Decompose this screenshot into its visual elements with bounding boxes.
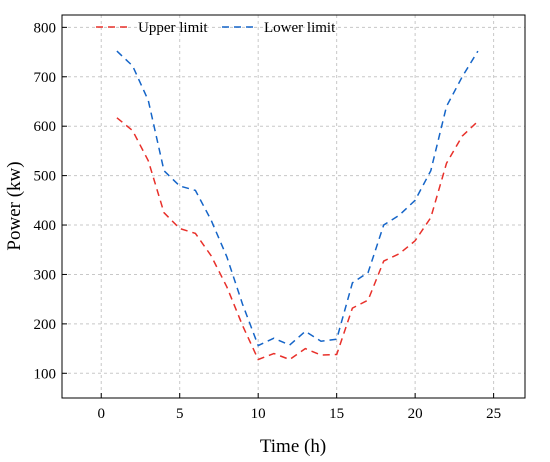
y-tick-label: 300 bbox=[34, 267, 57, 283]
x-axis: 0 5 10 15 20 25 bbox=[97, 393, 501, 422]
y-axis: 100 200 300 400 500 600 700 800 bbox=[34, 20, 67, 382]
y-tick-label: 800 bbox=[34, 20, 57, 36]
y-tick-label: 100 bbox=[34, 366, 57, 382]
grid-lines bbox=[62, 15, 525, 398]
y-axis-title: Power (kw) bbox=[4, 161, 25, 250]
y-tick-label: 600 bbox=[34, 119, 57, 135]
series-line-lower-limit bbox=[116, 50, 479, 347]
y-tick-label: 500 bbox=[34, 169, 57, 185]
y-tick-label: 200 bbox=[34, 317, 57, 333]
x-tick-label: 15 bbox=[329, 406, 344, 422]
series-layer bbox=[116, 50, 479, 361]
x-tick-label: 25 bbox=[486, 406, 501, 422]
x-tick-label: 10 bbox=[251, 406, 266, 422]
x-tick-label: 5 bbox=[176, 406, 184, 422]
legend-label-lower-limit: Lower limit bbox=[264, 20, 336, 36]
legend-label-upper-limit: Upper limit bbox=[138, 20, 208, 36]
plot-frame bbox=[61, 14, 526, 399]
legend: Upper limit Lower limit bbox=[96, 20, 336, 36]
y-tick-label: 700 bbox=[34, 70, 57, 86]
x-axis-title: Time (h) bbox=[260, 436, 326, 457]
x-tick-label: 0 bbox=[97, 406, 105, 422]
x-tick-label: 20 bbox=[408, 406, 423, 422]
series-line-upper-limit bbox=[116, 117, 479, 361]
y-tick-label: 400 bbox=[34, 218, 57, 234]
